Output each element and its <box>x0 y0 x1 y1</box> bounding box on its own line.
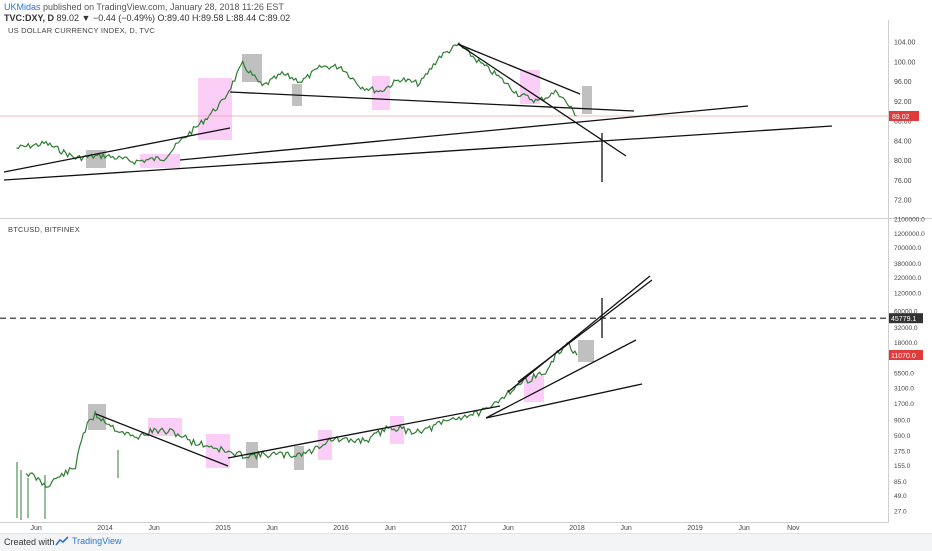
btc-highlight-box <box>578 340 594 362</box>
publish-info: UKMidas published on TradingView.com, Ja… <box>4 2 284 12</box>
dxy-current-price-text: 89.02 <box>892 114 910 121</box>
time-axis-label: 2018 <box>569 525 585 532</box>
btc-tick-label: 380000.0 <box>894 261 921 268</box>
btc-tick-label: 1700.0 <box>894 401 914 408</box>
btc-tick-label: 1200000.0 <box>894 231 925 238</box>
btc-tick-label: 32000.0 <box>894 325 918 332</box>
time-axis-label: Jun <box>267 525 278 532</box>
time-axis-label: Jun <box>385 525 396 532</box>
btc-tick-label: 900.0 <box>894 418 911 425</box>
btc-target-text: 45779.1 <box>891 316 916 323</box>
tradingview-logo-icon <box>55 536 69 546</box>
created-with-label: Created with <box>4 537 55 547</box>
time-axis-label: Jun <box>739 525 750 532</box>
btc-tick-label: 85.0 <box>894 479 907 486</box>
btc-tick-label: 700000.0 <box>894 245 921 252</box>
quote-values: 89.02 ▼ −0.44 (−0.49%) O:89.40 H:89.58 L… <box>56 13 291 23</box>
time-axis-label: Jun <box>31 525 42 532</box>
btc-trendline <box>95 413 229 467</box>
btc-trendline <box>485 383 643 419</box>
dxy-highlight-box <box>140 154 180 168</box>
btc-tick-label: 2100000.0 <box>894 217 925 224</box>
btc-tick-label: 49.0 <box>894 493 907 500</box>
author-link[interactable]: UKMidas <box>4 2 41 12</box>
published-text: published on TradingView.com, January 28… <box>43 2 284 12</box>
dxy-tick-label: 92.00 <box>894 99 912 106</box>
btc-tick-label: 3100.0 <box>894 386 914 393</box>
dxy-tick-label: 88.00 <box>894 119 912 126</box>
dxy-trendline <box>3 127 231 173</box>
dxy-trendline <box>179 105 749 161</box>
dxy-tick-label: 104.00 <box>894 40 916 47</box>
time-axis-label: 2015 <box>215 525 231 532</box>
btc-tick-label: 220000.0 <box>894 275 921 282</box>
dxy-highlight-box <box>582 86 592 114</box>
time-axis-label: Nov <box>787 525 800 532</box>
dxy-price-series <box>16 42 578 166</box>
btc-current-price-text: 11070.0 <box>891 353 916 360</box>
dxy-tick-label: 84.00 <box>894 138 912 145</box>
time-axis-label: Jun <box>621 525 632 532</box>
symbol-label[interactable]: TVC:DXY, D <box>4 13 55 23</box>
dxy-tick-label: 100.00 <box>894 59 916 66</box>
dxy-tick-label: 72.00 <box>894 198 912 205</box>
dxy-highlight-box <box>198 78 232 140</box>
dxy-highlight-box <box>242 54 262 82</box>
btc-trendline <box>507 275 651 393</box>
btc-highlight-box <box>294 446 304 470</box>
btc-trendline <box>227 405 501 459</box>
time-axis-label: Jun <box>149 525 160 532</box>
btc-highlight-box <box>390 416 404 444</box>
btc-tick-label: 120000.0 <box>894 291 921 298</box>
dxy-tick-label: 80.00 <box>894 158 912 165</box>
time-axis-label: 2019 <box>687 525 703 532</box>
dxy-trendline <box>457 43 581 95</box>
time-axis-label: Jun <box>503 525 514 532</box>
dxy-tick-label: 76.00 <box>894 178 912 185</box>
btc-current-price-tag <box>889 350 923 361</box>
btc-target-tag <box>889 313 923 324</box>
btc-tick-label: 18000.0 <box>894 340 918 347</box>
footer-bar: Created with TradingView <box>0 533 932 551</box>
quote-line: TVC:DXY, D 89.02 ▼ −0.44 (−0.49%) O:89.4… <box>4 13 290 23</box>
btc-tick-label: 60000.0 <box>894 309 918 316</box>
btc-tick-label: 500.0 <box>894 433 911 440</box>
btc-tick-label: 275.0 <box>894 448 911 455</box>
dxy-trendline <box>229 91 635 112</box>
dxy-title: US DOLLAR CURRENCY INDEX, D, TVC <box>8 26 155 35</box>
time-axis-label: 2016 <box>333 525 349 532</box>
chart-canvas[interactable]: 104.00 100.00 96.00 92.00 88.00 84.00 80.00 76.… <box>0 0 932 533</box>
time-axis-label: 2014 <box>97 525 113 532</box>
dxy-tick-label: 96.00 <box>894 79 912 86</box>
brand-label: TradingView <box>72 536 122 546</box>
btc-tick-label: 155.0 <box>894 463 911 470</box>
dxy-trendline <box>457 43 627 157</box>
dxy-highlight-box <box>372 76 390 110</box>
btc-title: BTCUSD, BITFINEX <box>8 225 80 234</box>
tradingview-brand[interactable]: TradingView <box>55 536 122 546</box>
time-axis-label: 2017 <box>451 525 467 532</box>
btc-trendline <box>485 339 637 419</box>
btc-tick-label: 27.0 <box>894 509 907 516</box>
btc-tick-label: 5500.0 <box>894 371 914 378</box>
dxy-current-price-tag <box>889 110 919 121</box>
btc-trendline <box>517 279 653 383</box>
dxy-trendline <box>3 125 833 181</box>
